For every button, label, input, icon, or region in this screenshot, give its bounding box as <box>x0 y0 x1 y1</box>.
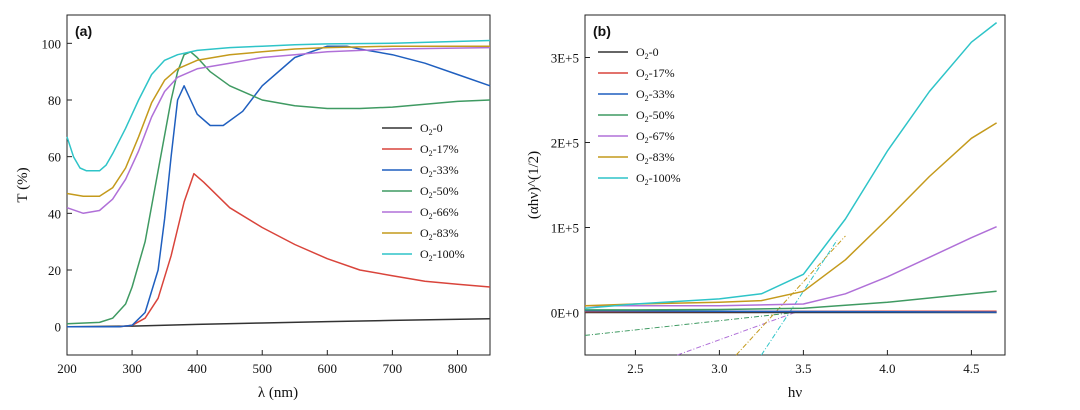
series-line-o2-66pct <box>66 46 491 215</box>
series-line-o2-0 <box>66 317 491 328</box>
legend-label: O2-66% <box>420 205 459 221</box>
panel-a-legend: O2-0 O2-17% O2-33% O2-50% O2-66% O2-83% O2-100… <box>382 121 465 263</box>
legend-label: O2-100% <box>420 247 465 263</box>
y-tick-label: 20 <box>48 263 61 278</box>
y-tick-label: 80 <box>48 93 61 108</box>
y-tick-label: 0E+0 <box>551 306 579 321</box>
y-tick-label: 1E+5 <box>551 221 579 236</box>
panel-a-ticks: 200 300 400 500 600 700 800 0 20 40 60 80 100 <box>42 36 468 376</box>
x-tick-label: 4.0 <box>879 361 895 376</box>
legend-item-o2-83pct: O2-83% <box>382 226 459 242</box>
tangent-line-o2-67pct <box>677 312 796 356</box>
x-tick-label: 700 <box>383 361 403 376</box>
panel-b-label: (b) <box>593 23 611 39</box>
y-tick-label: 40 <box>48 206 61 221</box>
legend-label: O2-83% <box>420 226 459 242</box>
legend-item-o2-33pct: O2-33% <box>598 87 675 103</box>
series-line-o2-33pct <box>67 45 491 328</box>
panel-a-transmittance-chart: (a) 200 300 400 500 600 700 800 0 20 40 60 80 100 O2… <box>15 14 491 401</box>
panel-a-x-axis-label: λ (nm) <box>258 385 298 401</box>
series-line-o2-100pct <box>584 22 998 310</box>
panel-b-y-axis-label: (αhν)^(1/2) <box>526 151 542 219</box>
tangent-line-o2-100pct <box>760 240 838 356</box>
panel-a-y-axis-label: T (%) <box>15 167 31 202</box>
legend-label: O2-33% <box>636 87 675 103</box>
series-line-o2-67pct <box>585 226 997 307</box>
legend-label: O2-100% <box>636 171 681 187</box>
legend-item-o2-66pct: O2-66% <box>382 205 459 221</box>
series-line-o2-100pct <box>66 39 491 172</box>
panel-b-series-lines <box>584 22 998 314</box>
series-line-o2-33pct <box>584 310 997 313</box>
series-line-o2-50pct <box>66 51 491 325</box>
legend-label: O2-83% <box>636 150 675 166</box>
series-line-o2-17pct <box>67 172 491 328</box>
panel-a-series-lines <box>66 39 491 328</box>
legend-item-o2-0: O2-0 <box>598 45 659 61</box>
panel-b-x-axis-label: hν <box>788 385 803 401</box>
legend-label: O2-33% <box>420 163 459 179</box>
panel-b-ticks: 2.5 3.0 3.5 4.0 4.5 0E+0 1E+5 2E+5 3E+5 <box>551 51 980 377</box>
legend-item-o2-67pct: O2-67% <box>598 129 675 145</box>
panel-b-tauc-plot: (b) 2.5 3.0 3.5 4.0 4.5 0E+0 1E+5 2E+5 3E+5 O2-0… <box>526 14 1006 401</box>
x-tick-label: 2.5 <box>627 361 643 376</box>
y-tick-label: 0 <box>55 320 62 335</box>
legend-item-o2-83pct: O2-83% <box>598 150 675 166</box>
x-tick-label: 500 <box>252 361 272 376</box>
panel-b-plot-frame <box>584 14 1006 356</box>
legend-item-o2-17pct: O2-17% <box>598 66 675 82</box>
legend-label: O2-17% <box>636 66 675 82</box>
series-line-o2-50pct <box>585 290 997 311</box>
panel-b-tangent-lines <box>584 235 846 356</box>
x-tick-label: 600 <box>318 361 338 376</box>
x-tick-label: 3.0 <box>711 361 727 376</box>
x-tick-label: 400 <box>187 361 207 376</box>
panel-a-plot-frame <box>66 14 491 356</box>
series-line-o2-83pct <box>584 122 997 307</box>
y-tick-label: 100 <box>42 36 62 51</box>
legend-item-o2-33pct: O2-33% <box>382 163 459 179</box>
legend-label: O2-0 <box>636 45 659 61</box>
legend-item-o2-17pct: O2-17% <box>382 142 459 158</box>
x-tick-label: 300 <box>122 361 142 376</box>
x-tick-label: 800 <box>448 361 468 376</box>
legend-item-o2-50pct: O2-50% <box>382 184 459 200</box>
legend-label: O2-50% <box>420 184 459 200</box>
x-tick-label: 200 <box>57 361 77 376</box>
series-line-o2-83pct <box>66 45 490 198</box>
y-tick-label: 3E+5 <box>551 51 579 66</box>
y-tick-label: 2E+5 <box>551 136 579 151</box>
panel-b-legend: O2-0 O2-17% O2-33% O2-50% O2-67% O2-83% O2-100… <box>598 45 681 187</box>
x-tick-label: 4.5 <box>963 361 979 376</box>
legend-item-o2-50pct: O2-50% <box>598 108 675 124</box>
legend-item-o2-100pct: O2-100% <box>382 247 465 263</box>
legend-label: O2-0 <box>420 121 443 137</box>
panel-a-label: (a) <box>75 23 92 39</box>
legend-label: O2-17% <box>420 142 459 158</box>
legend-item-o2-100pct: O2-100% <box>598 171 681 187</box>
legend-label: O2-50% <box>636 108 675 124</box>
legend-label: O2-67% <box>636 129 675 145</box>
y-tick-label: 60 <box>48 150 61 165</box>
x-tick-label: 3.5 <box>795 361 811 376</box>
legend-item-o2-0: O2-0 <box>382 121 443 137</box>
tangent-line-o2-83pct <box>735 235 846 356</box>
